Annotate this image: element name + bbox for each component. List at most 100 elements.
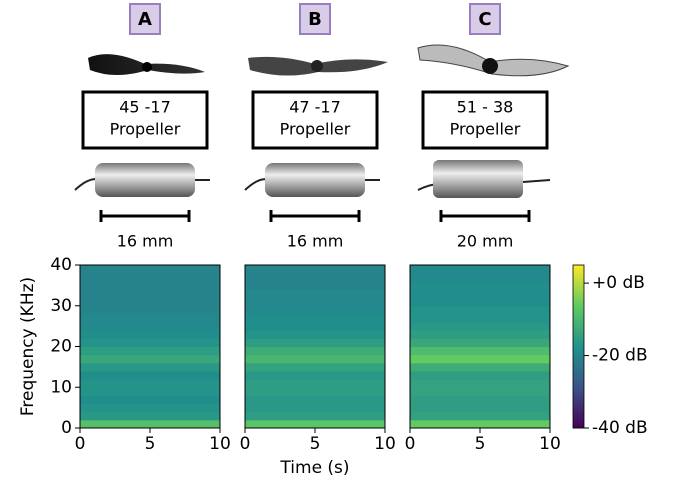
heat-cell bbox=[80, 281, 220, 290]
colorbar-segment bbox=[573, 349, 584, 353]
x-tick-label: 5 bbox=[145, 434, 156, 454]
motor-image bbox=[74, 163, 210, 197]
colorbar-segment bbox=[573, 354, 584, 358]
heat-cell bbox=[245, 338, 385, 347]
colorbar-segment bbox=[573, 273, 584, 277]
heat-cell bbox=[80, 330, 220, 339]
propeller-name: 45 -17 bbox=[119, 98, 171, 117]
colorbar-tick-label: -20 dB bbox=[592, 346, 648, 366]
colorbar-frame bbox=[572, 264, 585, 429]
heat-cell bbox=[245, 281, 385, 290]
propeller-box bbox=[421, 90, 549, 150]
colorbar-segment bbox=[573, 392, 584, 396]
motor-image bbox=[417, 160, 551, 198]
colorbar-segment bbox=[573, 286, 584, 290]
heat-cell bbox=[80, 395, 220, 405]
heat-cell bbox=[245, 403, 385, 413]
colorbar-segment bbox=[573, 373, 584, 377]
heat-cell bbox=[410, 403, 550, 413]
colorbar-segment bbox=[573, 338, 584, 342]
heat-cell bbox=[245, 305, 385, 315]
heat-cell bbox=[80, 322, 220, 331]
x-tick-label: 0 bbox=[405, 434, 416, 454]
y-tick-label: 20 bbox=[50, 337, 72, 357]
colorbar-segment bbox=[573, 419, 584, 424]
colorbar-segment bbox=[573, 275, 584, 280]
heat-cell bbox=[245, 289, 385, 299]
y-tick-label: 0 bbox=[61, 418, 72, 438]
colorbar-segment bbox=[573, 300, 584, 304]
propeller-name: Propeller bbox=[110, 120, 181, 139]
colorbar-segment bbox=[573, 343, 584, 347]
heat-cell bbox=[245, 354, 385, 364]
colorbar-segment bbox=[573, 324, 584, 328]
heat-cell bbox=[410, 395, 550, 405]
colorbar-segment bbox=[573, 281, 584, 285]
label-box bbox=[469, 3, 501, 35]
heat-cell bbox=[80, 362, 220, 372]
heat-cell bbox=[80, 313, 220, 323]
heat-cell bbox=[245, 265, 385, 274]
heat-cell bbox=[410, 313, 550, 323]
colorbar-segment bbox=[573, 351, 584, 356]
colorbar-segment bbox=[573, 265, 584, 269]
propeller-name: 47 -17 bbox=[289, 98, 341, 117]
heat-cell bbox=[80, 411, 220, 421]
propeller-image bbox=[88, 54, 205, 75]
heat-cell bbox=[80, 297, 220, 307]
x-tick-label: 5 bbox=[475, 434, 486, 454]
colorbar-segment bbox=[573, 297, 584, 301]
heat-cell bbox=[80, 265, 220, 274]
heat-cell bbox=[410, 322, 550, 331]
colorbar-segment bbox=[573, 360, 584, 364]
heat-cell bbox=[410, 305, 550, 315]
heat-cell bbox=[80, 273, 220, 282]
heat-cell bbox=[410, 297, 550, 307]
heat-cell bbox=[80, 338, 220, 347]
colorbar-segment bbox=[573, 387, 584, 391]
colorbar-segment bbox=[573, 411, 584, 415]
heat-cell bbox=[245, 411, 385, 421]
x-tick-label: 0 bbox=[240, 434, 251, 454]
colorbar-segment bbox=[573, 292, 584, 296]
colorbar-segment bbox=[573, 362, 584, 367]
colorbar-segment bbox=[573, 341, 584, 345]
heat-cell bbox=[410, 419, 550, 429]
colorbar-segment bbox=[573, 414, 584, 418]
heat-cell bbox=[80, 419, 220, 429]
x-tick-label: 10 bbox=[374, 434, 396, 454]
heat-cell bbox=[245, 387, 385, 396]
colorbar-segment bbox=[573, 284, 584, 288]
propeller-box bbox=[251, 90, 379, 150]
colorbar-segment bbox=[573, 319, 584, 323]
motor-image bbox=[244, 163, 380, 197]
heat-cell bbox=[80, 289, 220, 299]
heat-cell bbox=[410, 338, 550, 347]
colorbar-segment bbox=[573, 316, 584, 320]
heat-cell bbox=[80, 346, 220, 356]
heat-cell bbox=[245, 297, 385, 307]
colorbar-segment bbox=[573, 327, 584, 331]
propeller-name: 51 - 38 bbox=[457, 98, 514, 117]
colorbar-segment bbox=[573, 308, 584, 312]
colorbar-segment bbox=[573, 403, 584, 407]
motor-size: 16 mm bbox=[117, 232, 174, 251]
propeller-box bbox=[81, 90, 209, 150]
heat-cell bbox=[80, 370, 220, 380]
colorbar-segment bbox=[573, 289, 584, 293]
y-tick-label: 40 bbox=[50, 255, 72, 275]
heat-cell bbox=[410, 265, 550, 274]
heat-cell bbox=[410, 362, 550, 372]
heat-cell bbox=[410, 289, 550, 299]
heat-cell bbox=[410, 281, 550, 290]
colorbar-segment bbox=[573, 398, 584, 402]
x-tick-label: 0 bbox=[75, 434, 86, 454]
heat-cell bbox=[410, 330, 550, 339]
heat-cell bbox=[245, 370, 385, 380]
heat-cell bbox=[245, 419, 385, 429]
panel-label: B bbox=[308, 9, 322, 30]
propeller-name: Propeller bbox=[450, 120, 521, 139]
colorbar-segment bbox=[573, 384, 584, 388]
heat-cell bbox=[245, 346, 385, 356]
